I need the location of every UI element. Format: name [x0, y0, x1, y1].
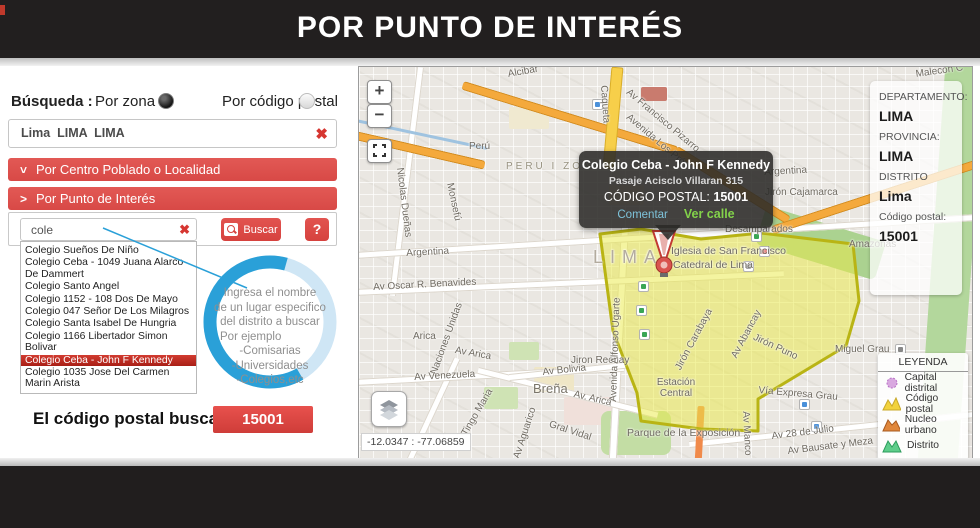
- departamento-label: DEPARTAMENTO:: [879, 91, 968, 103]
- postal-zone-polygon: [598, 227, 861, 433]
- zone-field-wrap: ✖: [8, 119, 337, 148]
- list-item[interactable]: Colegio 1035 Jose Del Carmen Marin Arist…: [25, 367, 170, 390]
- street-label: Arica: [413, 331, 436, 342]
- hint-donut-ring: [203, 255, 337, 389]
- list-item[interactable]: Colegio Santo Angel: [25, 281, 120, 293]
- zoom-in-button[interactable]: +: [367, 80, 392, 104]
- map-popup: Colegio Ceba - John F Kennedy Pasaje Aci…: [579, 151, 773, 228]
- codigo-postal-icon: [882, 396, 901, 411]
- header-divider: [0, 58, 980, 66]
- list-item[interactable]: Colegio 047 Señor De Los Milagros: [25, 306, 190, 318]
- accordion-centro-poblado[interactable]: > Por Centro Poblado o Localidad: [8, 158, 337, 181]
- popup-postal: CÓDIGO POSTAL: 15001: [603, 190, 749, 204]
- nucleo-urbano-icon: [882, 419, 900, 432]
- street-label: Desamparados: [725, 224, 793, 235]
- park-label: Parque de la Exposición: [627, 427, 741, 439]
- street-label: Miguel Grau: [835, 344, 890, 355]
- street-label: Perú: [469, 141, 491, 152]
- list-item[interactable]: Colegio 1166 Libertador Simon Bolivar: [25, 330, 168, 354]
- list-item-selected[interactable]: Colegio Ceba - John F Kennedy: [21, 354, 196, 367]
- station-label: Estación Central: [656, 377, 696, 399]
- comentar-link[interactable]: Comentar: [617, 209, 668, 221]
- provincia-value: LIMA: [879, 148, 914, 164]
- legend-item: Distrito: [878, 435, 968, 456]
- map-canvas[interactable]: Perú PERU I ZONA Nicolas Dueñas Monsefú …: [358, 66, 973, 460]
- result-label: El código postal buscado es:: [33, 409, 269, 428]
- legend-item: Nucleo urbano: [878, 414, 968, 436]
- map-block-patch: [641, 87, 667, 101]
- popup-title: Colegio Ceba - John F Kennedy: [581, 158, 771, 172]
- option-por-codigo-label: Por código postal: [222, 93, 338, 110]
- map-park-patch: [509, 342, 539, 360]
- transit-chip-icon: [811, 421, 822, 432]
- hint-text: Ingresa el nombre de un lugar especifico…: [214, 287, 326, 386]
- poi-label: Catedral de Lima: [673, 259, 753, 271]
- legend-item: Código postal: [878, 393, 968, 415]
- departamento-value: LIMA: [879, 108, 914, 124]
- result-postal-code: 15001: [213, 406, 313, 433]
- poi-search-input[interactable]: [29, 222, 173, 238]
- codigo-postal-value: 15001: [879, 228, 918, 244]
- popup-address: Pasaje Acisclo Villaran 315: [608, 175, 744, 187]
- por-codigo-radio[interactable]: [299, 93, 315, 109]
- distrito-value: Lima: [879, 188, 912, 204]
- capital-distrital-icon: [886, 377, 898, 389]
- provincia-label: PROVINCIA:: [879, 131, 940, 143]
- search-icon: [224, 223, 239, 236]
- bottom-bar: [0, 466, 980, 528]
- ver-calle-link[interactable]: Ver calle: [683, 207, 735, 221]
- station-chip-icon: [751, 231, 762, 242]
- corner-notch: [0, 5, 5, 15]
- station-chip-icon: [636, 305, 647, 316]
- poi-chip-icon: [743, 261, 754, 272]
- option-por-zona-label: Por zona: [95, 93, 156, 110]
- busqueda-label: Búsqueda :: [11, 93, 93, 110]
- poi-chip-icon: [759, 246, 770, 257]
- street-label: Jirón Cajamarca: [765, 187, 838, 198]
- transit-chip-icon: [592, 99, 603, 110]
- station-chip-icon: [638, 281, 649, 292]
- station-chip-icon: [639, 329, 650, 340]
- accordion-punto-interes[interactable]: > Por Punto de Interés: [8, 187, 337, 210]
- distrito-label: DISTRITO: [879, 171, 928, 183]
- por-zona-radio[interactable]: [158, 93, 174, 109]
- help-button[interactable]: ?: [305, 218, 329, 241]
- clear-poi-icon[interactable]: ✖: [179, 222, 190, 237]
- fullscreen-icon: [373, 144, 386, 157]
- transit-chip-icon: [799, 399, 810, 410]
- street-label: Argentina: [406, 245, 450, 259]
- list-item[interactable]: Colegio 1152 - 108 Dos De Mayo: [25, 293, 178, 305]
- layers-button[interactable]: [371, 391, 407, 427]
- street-label: Jiron Recuay: [571, 355, 630, 366]
- legend-panel: LEYENDA Capital distrital Código postal …: [878, 353, 968, 459]
- location-info-panel: DEPARTAMENTO: LIMA PROVINCIA: LIMA DISTR…: [870, 81, 968, 295]
- city-label: LIMA: [593, 247, 664, 267]
- layers-icon: [380, 400, 398, 420]
- map-park-patch: [484, 387, 518, 409]
- district-label: PERU I ZONA: [506, 161, 603, 172]
- legend-title: LEYENDA: [878, 353, 968, 372]
- list-item[interactable]: Colegio Santa Isabel De Hungria: [25, 318, 177, 330]
- list-item[interactable]: Colegio Sueños De Niño: [25, 245, 139, 256]
- page-title: POR PUNTO DE INTERÉS: [296, 11, 684, 44]
- zone-input[interactable]: [19, 125, 303, 141]
- chevron-right-icon: >: [20, 191, 28, 206]
- popup-tail: [655, 225, 681, 240]
- legend-item: Capital distrital: [878, 372, 968, 394]
- district-label: Breña: [533, 381, 568, 396]
- poi-label: Iglesia de San Francisco: [671, 245, 786, 257]
- fullscreen-button[interactable]: [367, 139, 392, 163]
- chevron-down-icon: >: [16, 165, 31, 174]
- codigo-postal-label: Código postal:: [879, 211, 947, 223]
- list-item[interactable]: Colegio Ceba - 1049 Juana Alarco De Damm…: [25, 257, 184, 280]
- bottom-divider: [0, 458, 980, 466]
- distrito-icon: [882, 439, 902, 453]
- suggestion-list: Colegio Sueños De Niño Colegio Ceba - 10…: [20, 241, 197, 394]
- buscar-button[interactable]: Buscar: [221, 218, 281, 241]
- coordinates-readout: -12.0347 : -77.06859: [361, 433, 471, 451]
- header-bar: POR PUNTO DE INTERÉS: [0, 0, 980, 58]
- clear-zone-icon[interactable]: ✖: [315, 126, 328, 143]
- zoom-out-button[interactable]: −: [367, 104, 392, 128]
